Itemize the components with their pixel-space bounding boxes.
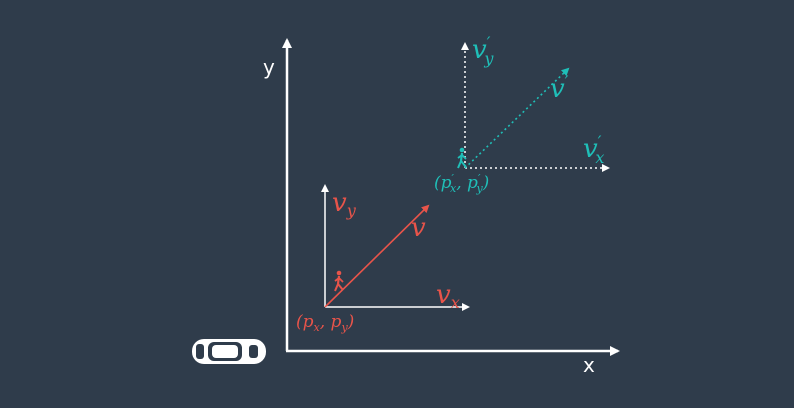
vy-label: vy [332, 188, 357, 220]
vx-label: vx [436, 280, 460, 312]
y-axis-label: y [263, 55, 275, 79]
position-prime-label: (p′ x, p′ y) [434, 172, 489, 195]
position-label: (px, py) [296, 312, 354, 334]
vx-prime-label: v′ x [583, 132, 604, 167]
velocity-vector-v-prime [464, 67, 570, 169]
pedestrian-icon [334, 270, 344, 292]
x-axis-label: x [583, 353, 595, 377]
v-label: v [411, 213, 426, 243]
pedestrian-icon [457, 147, 467, 169]
vy-prime-label: v′ y [472, 33, 494, 68]
pedestrian-current-group: vy v vx (px, py) [296, 184, 470, 334]
car-icon [192, 339, 266, 364]
pedestrian-next-group: v′ y v′ v′ x (p′ x, p′ y) [434, 33, 610, 195]
v-prime-label: v′ [550, 72, 569, 104]
main-axes: y x [263, 38, 620, 377]
